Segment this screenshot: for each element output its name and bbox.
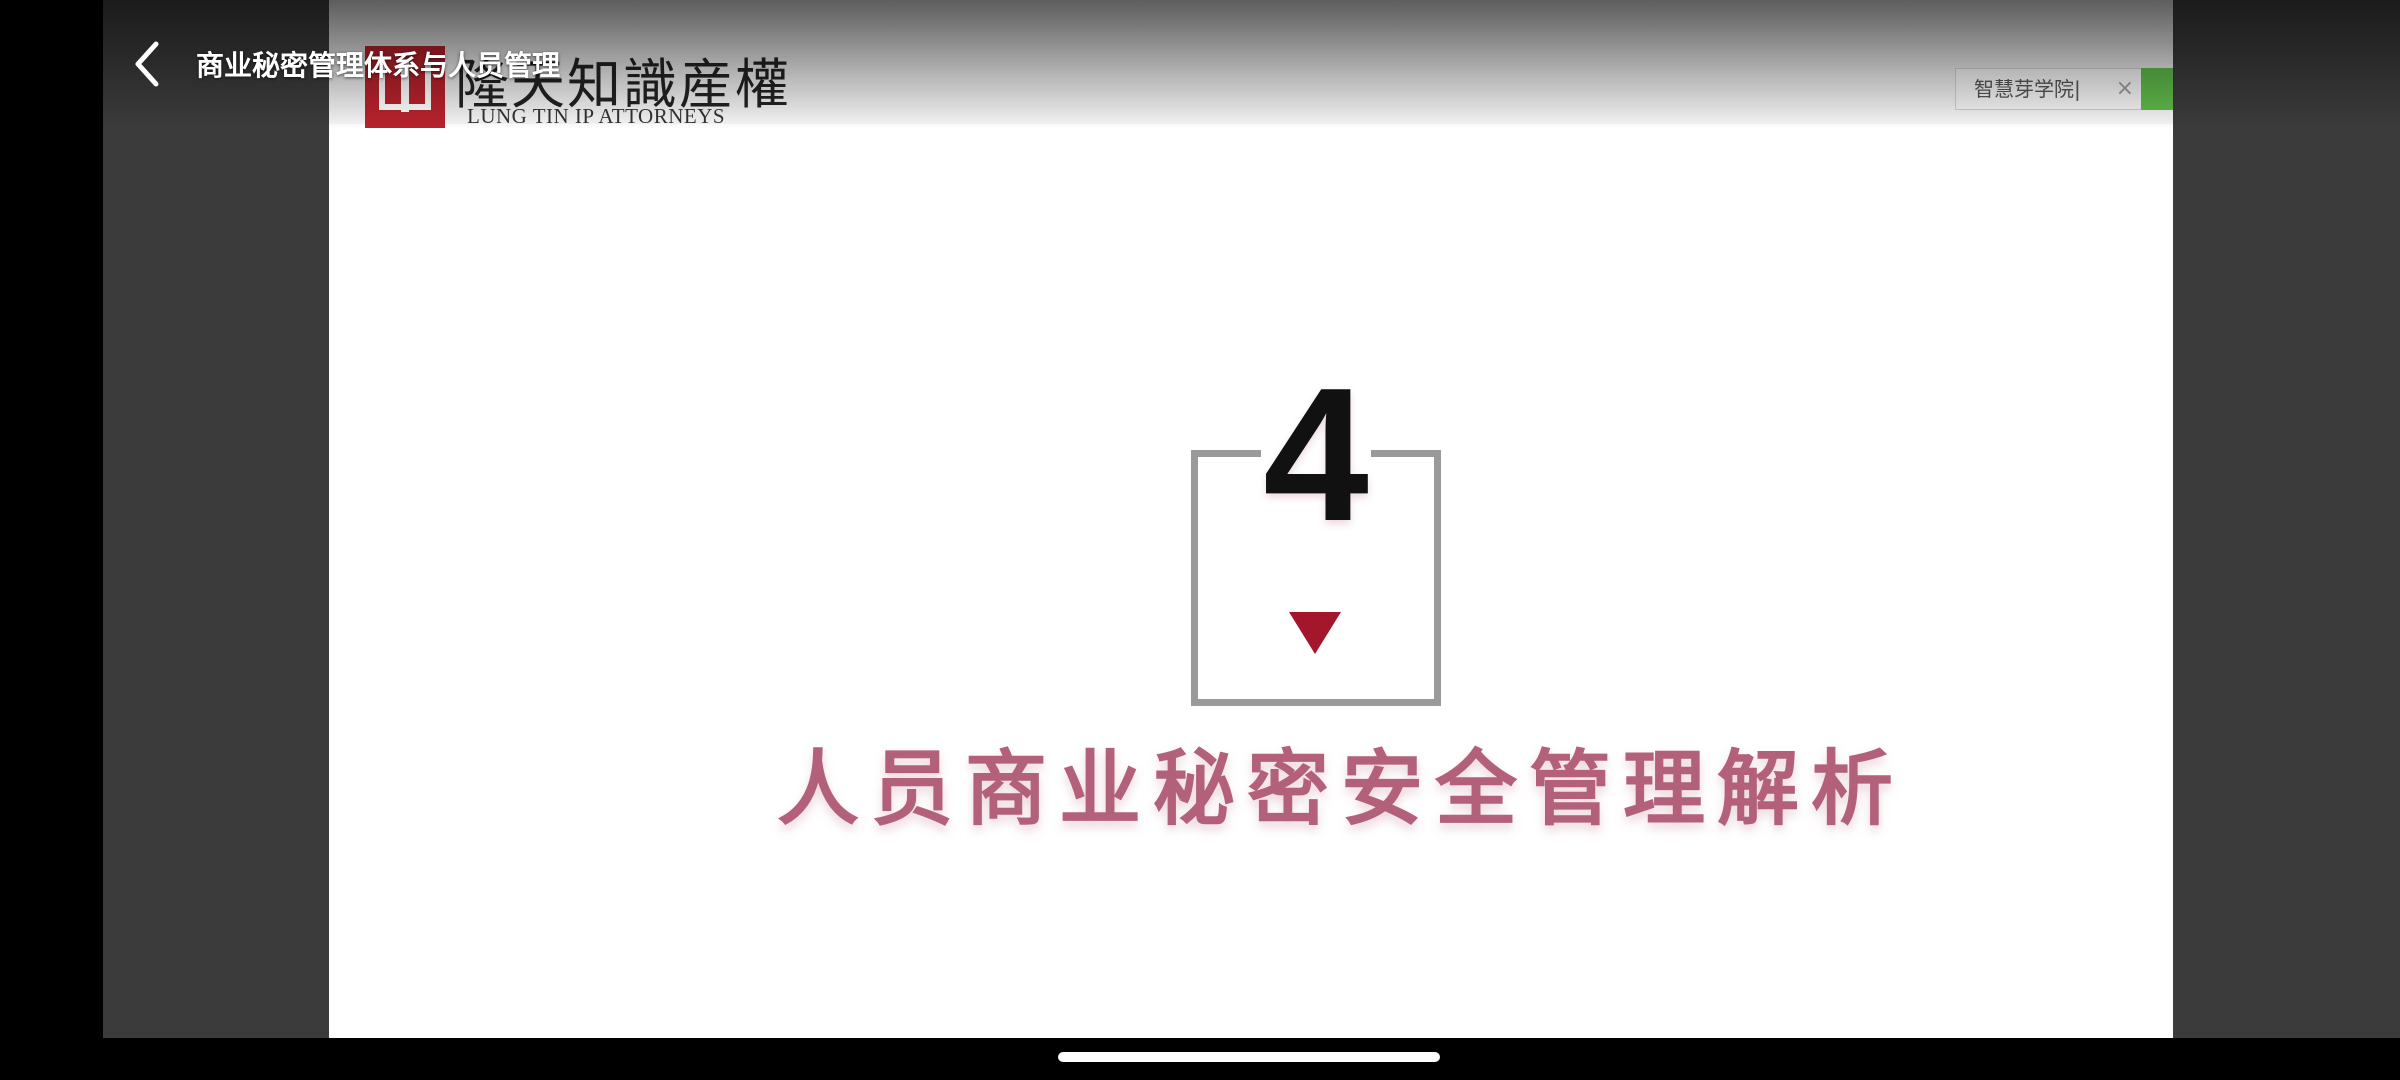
chapter-frame [1191, 450, 1441, 706]
chapter-frame-top-right [1371, 450, 1441, 457]
chevron-left-icon [135, 41, 159, 87]
home-indicator[interactable] [1058, 1052, 1440, 1062]
slide-header: 隆天知識産權 LUNG TIN IP ATTORNEYS 智慧芽学院| × [329, 0, 2173, 128]
browser-tab: 智慧芽学院| × [1955, 68, 2145, 110]
video-frame[interactable]: 隆天知識産權 LUNG TIN IP ATTORNEYS 智慧芽学院| × 4 … [329, 0, 2173, 1038]
letterbox-right [2173, 0, 2400, 1038]
section-title: 人员商业秘密安全管理解析 [777, 741, 1906, 837]
back-button[interactable] [124, 36, 174, 92]
chapter-frame-top-left [1191, 450, 1261, 457]
chapter-number: 4 [1263, 349, 1369, 561]
firm-name-en: LUNG TIN IP ATTORNEYS [467, 104, 726, 128]
close-icon: × [2115, 76, 2134, 101]
video-title: 商业秘密管理体系与人员管理 [196, 49, 561, 82]
letterbox-left [103, 0, 329, 1038]
browser-tab-label: 智慧芽学院| [1974, 77, 2081, 101]
browser-tab-partial [2141, 68, 2173, 110]
triangle-down-icon [1289, 612, 1341, 654]
